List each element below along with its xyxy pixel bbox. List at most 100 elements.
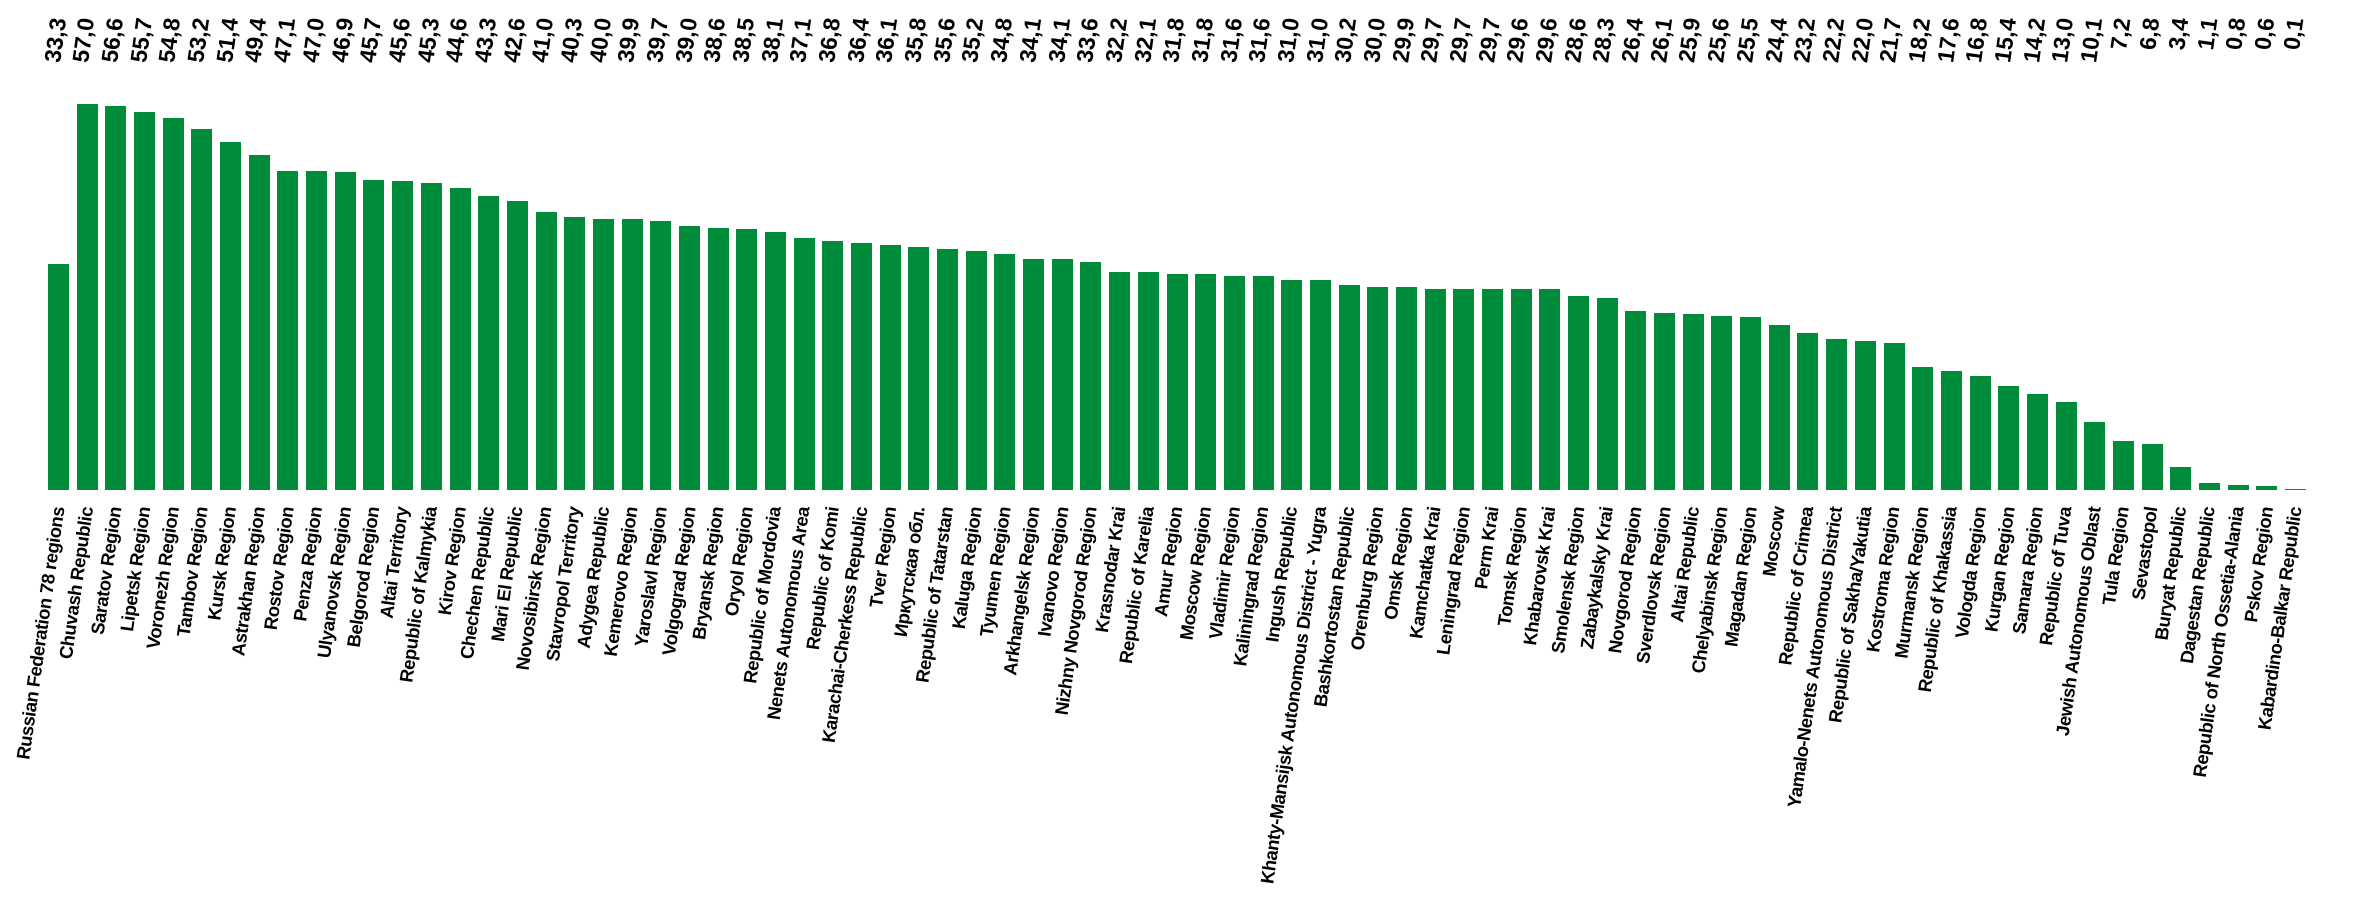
- bar[interactable]: [105, 106, 127, 490]
- bar[interactable]: [1482, 288, 1503, 490]
- bar[interactable]: [564, 216, 586, 490]
- bar-value-label: 57,0: [67, 16, 100, 65]
- bar[interactable]: [420, 182, 442, 490]
- bar[interactable]: [478, 196, 500, 490]
- bar[interactable]: [1654, 313, 1676, 490]
- bar[interactable]: [2256, 485, 2278, 490]
- bar-value-label: 32,2: [1100, 16, 1133, 65]
- bar[interactable]: [1137, 272, 1159, 490]
- bar[interactable]: [1338, 285, 1360, 490]
- bar[interactable]: [220, 141, 242, 490]
- bar[interactable]: [2112, 441, 2134, 490]
- bar[interactable]: [592, 218, 614, 490]
- bar[interactable]: [1854, 340, 1876, 490]
- bar[interactable]: [162, 118, 184, 490]
- bar[interactable]: [2141, 443, 2163, 490]
- bar[interactable]: [392, 180, 414, 490]
- bar[interactable]: [793, 238, 815, 490]
- bar[interactable]: [736, 228, 758, 490]
- bar[interactable]: [1510, 289, 1532, 490]
- bar[interactable]: [535, 212, 557, 490]
- bar[interactable]: [1596, 298, 1618, 490]
- bar[interactable]: [1453, 288, 1475, 490]
- bar[interactable]: [1395, 287, 1417, 490]
- bar[interactable]: [449, 187, 471, 490]
- bar[interactable]: [1568, 296, 1590, 490]
- bar[interactable]: [1711, 316, 1733, 490]
- bar[interactable]: [1223, 275, 1245, 490]
- bar[interactable]: [1940, 370, 1962, 490]
- bar-value-label: 28,6: [1558, 16, 1591, 65]
- bar-value-label: 41,0: [526, 16, 559, 65]
- bar[interactable]: [191, 129, 213, 490]
- bar[interactable]: [1166, 274, 1188, 490]
- bar[interactable]: [1539, 289, 1561, 490]
- bar[interactable]: [1625, 311, 1647, 490]
- bar[interactable]: [2026, 393, 2048, 490]
- bar[interactable]: [134, 112, 156, 490]
- bar-value-label: 29,7: [1444, 16, 1477, 65]
- bar[interactable]: [1023, 258, 1045, 490]
- bar[interactable]: [822, 240, 844, 490]
- bar[interactable]: [1912, 366, 1934, 490]
- bar-value-label: 54,8: [153, 16, 186, 65]
- bar-value-label: 34,1: [1042, 16, 1075, 65]
- bar[interactable]: [707, 228, 729, 490]
- category-label: Sevastopol: [2127, 505, 2162, 602]
- bar-value-label: 38,1: [755, 16, 788, 65]
- bar[interactable]: [1826, 339, 1848, 490]
- bar-value-label: 25,5: [1731, 16, 1763, 65]
- bar[interactable]: [2199, 482, 2220, 490]
- bar[interactable]: [1051, 258, 1073, 490]
- bar-value-label: 22,2: [1817, 16, 1850, 65]
- bar[interactable]: [1969, 376, 1991, 490]
- bar[interactable]: [994, 254, 1016, 490]
- bar[interactable]: [1740, 317, 1762, 490]
- bar[interactable]: [1883, 342, 1905, 490]
- bar[interactable]: [1682, 314, 1704, 490]
- bar[interactable]: [2170, 466, 2192, 490]
- bar[interactable]: [851, 243, 873, 490]
- bar[interactable]: [1252, 275, 1274, 490]
- bar[interactable]: [76, 103, 98, 490]
- bar-value-label: 6,8: [2134, 16, 2165, 52]
- bar[interactable]: [1281, 279, 1303, 490]
- bar[interactable]: [965, 251, 987, 490]
- bar[interactable]: [1998, 385, 2020, 490]
- bar-value-label: 51,4: [210, 16, 243, 65]
- bar-value-label: 40,0: [583, 16, 616, 65]
- bar[interactable]: [2055, 401, 2077, 490]
- bar[interactable]: [879, 245, 901, 490]
- bar-value-label: 26,1: [1644, 16, 1677, 65]
- bar[interactable]: [1424, 288, 1446, 490]
- bar[interactable]: [908, 247, 930, 490]
- bar[interactable]: [2084, 421, 2106, 490]
- bar-value-label: 38,5: [727, 16, 760, 65]
- bar[interactable]: [1309, 279, 1331, 490]
- bar-value-label: 0,1: [2277, 16, 2308, 52]
- bar[interactable]: [363, 180, 385, 490]
- bar-value-label: 33,6: [1071, 16, 1104, 65]
- bar-value-label: 36,1: [870, 16, 903, 65]
- bar[interactable]: [765, 231, 786, 490]
- bar[interactable]: [937, 248, 959, 490]
- bar[interactable]: [678, 225, 700, 490]
- bar[interactable]: [2285, 488, 2307, 490]
- bar[interactable]: [277, 170, 299, 490]
- bar-value-label: 37,1: [784, 16, 817, 65]
- bar[interactable]: [306, 171, 328, 490]
- bar[interactable]: [506, 201, 528, 490]
- bar[interactable]: [621, 219, 643, 490]
- bar[interactable]: [1768, 324, 1790, 490]
- bar[interactable]: [248, 155, 270, 490]
- bar[interactable]: [48, 264, 69, 490]
- bar[interactable]: [334, 172, 356, 490]
- bar[interactable]: [2227, 484, 2249, 490]
- bar[interactable]: [650, 220, 672, 490]
- bar[interactable]: [1080, 262, 1102, 490]
- bar-value-label: 39,7: [641, 16, 674, 65]
- bar[interactable]: [1195, 274, 1217, 490]
- bar[interactable]: [1797, 332, 1819, 490]
- bar[interactable]: [1109, 271, 1131, 490]
- bar[interactable]: [1367, 286, 1389, 490]
